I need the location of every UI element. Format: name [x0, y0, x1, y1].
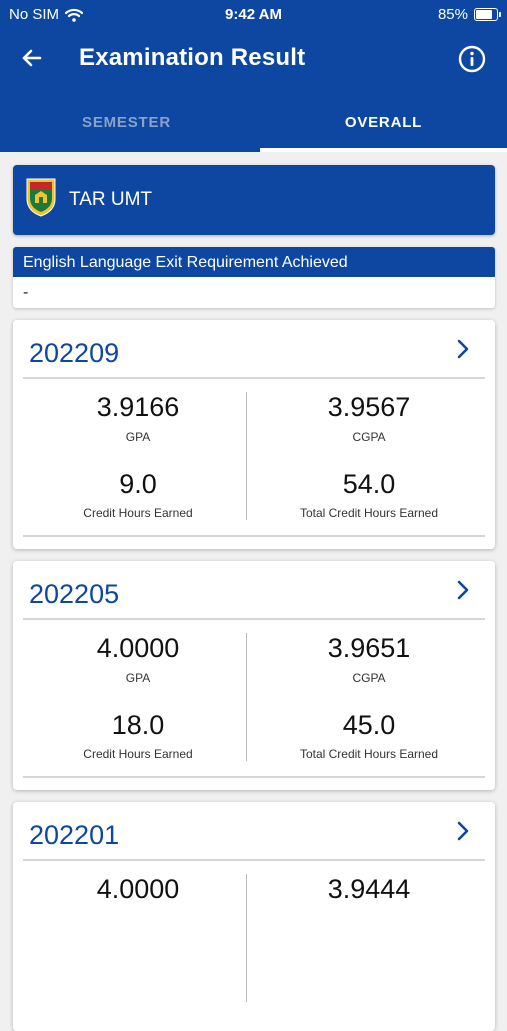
total-credit-hours-label: Total Credit Hours Earned — [299, 747, 439, 761]
status-bar: No SIM 9:42 AM 85% — [0, 0, 507, 30]
cgpa-value: 3.9651 — [327, 633, 411, 663]
carrier-label: No SIM — [9, 6, 60, 23]
column-divider — [246, 392, 247, 520]
credit-hours-label: Credit Hours Earned — [83, 506, 193, 520]
battery-percent: 85% — [437, 6, 468, 23]
total-credit-hours-label: Total Credit Hours Earned — [299, 506, 439, 520]
gpa-label: GPA — [125, 430, 151, 444]
gpa-value: 4.0000 — [96, 874, 180, 904]
chevron-right-icon[interactable] — [453, 577, 473, 603]
divider — [23, 377, 485, 379]
credit-hours-value: 9.0 — [119, 469, 157, 499]
semester-card[interactable]: 202209 3.9166 GPA 3.9567 CGPA 9.0 Credit… — [13, 320, 495, 549]
info-icon[interactable] — [457, 44, 487, 74]
nav-bar: Examination Result — [0, 40, 507, 80]
total-credit-hours-value: 54.0 — [342, 469, 396, 499]
semester-code[interactable]: 202205 — [29, 579, 120, 609]
credit-hours-label: Credit Hours Earned — [83, 747, 193, 761]
cgpa-label: CGPA — [352, 671, 386, 685]
english-requirement-title: English Language Exit Requirement Achiev… — [13, 247, 495, 277]
gpa-value: 4.0000 — [96, 633, 180, 663]
tab-bar: SEMESTER OVERALL — [0, 98, 507, 152]
column-divider — [246, 633, 247, 761]
total-credit-hours-value: 45.0 — [342, 710, 396, 740]
page-title: Examination Result — [79, 44, 306, 71]
chevron-right-icon[interactable] — [453, 336, 473, 362]
semester-code[interactable]: 202209 — [29, 338, 120, 368]
tab-semester[interactable]: SEMESTER — [82, 114, 171, 131]
wifi-icon — [65, 8, 84, 22]
credit-hours-value: 18.0 — [111, 710, 165, 740]
cgpa-value: 3.9567 — [327, 392, 411, 422]
cgpa-value: 3.9444 — [327, 874, 411, 904]
back-arrow-icon[interactable] — [18, 44, 46, 72]
app-header: No SIM 9:42 AM 85% Examination Result SE… — [0, 0, 507, 152]
english-requirement-card: English Language Exit Requirement Achiev… — [13, 247, 495, 308]
semester-card[interactable]: 202205 4.0000 GPA 3.9651 CGPA 18.0 Credi… — [13, 561, 495, 790]
gpa-label: GPA — [125, 671, 151, 685]
divider — [23, 776, 485, 778]
battery-icon — [474, 8, 501, 21]
chevron-right-icon[interactable] — [453, 818, 473, 844]
gpa-value: 3.9166 — [96, 392, 180, 422]
institution-name: TAR UMT — [69, 189, 153, 210]
semester-card[interactable]: 202201 4.0000 3.9444 — [13, 802, 495, 1031]
divider — [23, 859, 485, 861]
tab-overall[interactable]: OVERALL — [344, 114, 423, 131]
status-time: 9:42 AM — [225, 6, 282, 23]
cgpa-label: CGPA — [352, 430, 386, 444]
english-requirement-value: - — [23, 284, 29, 301]
divider — [23, 535, 485, 537]
institution-card: TAR UMT — [13, 165, 495, 235]
divider — [23, 618, 485, 620]
active-tab-indicator — [260, 148, 507, 152]
university-crest-icon — [26, 178, 56, 217]
semester-code[interactable]: 202201 — [29, 820, 120, 850]
